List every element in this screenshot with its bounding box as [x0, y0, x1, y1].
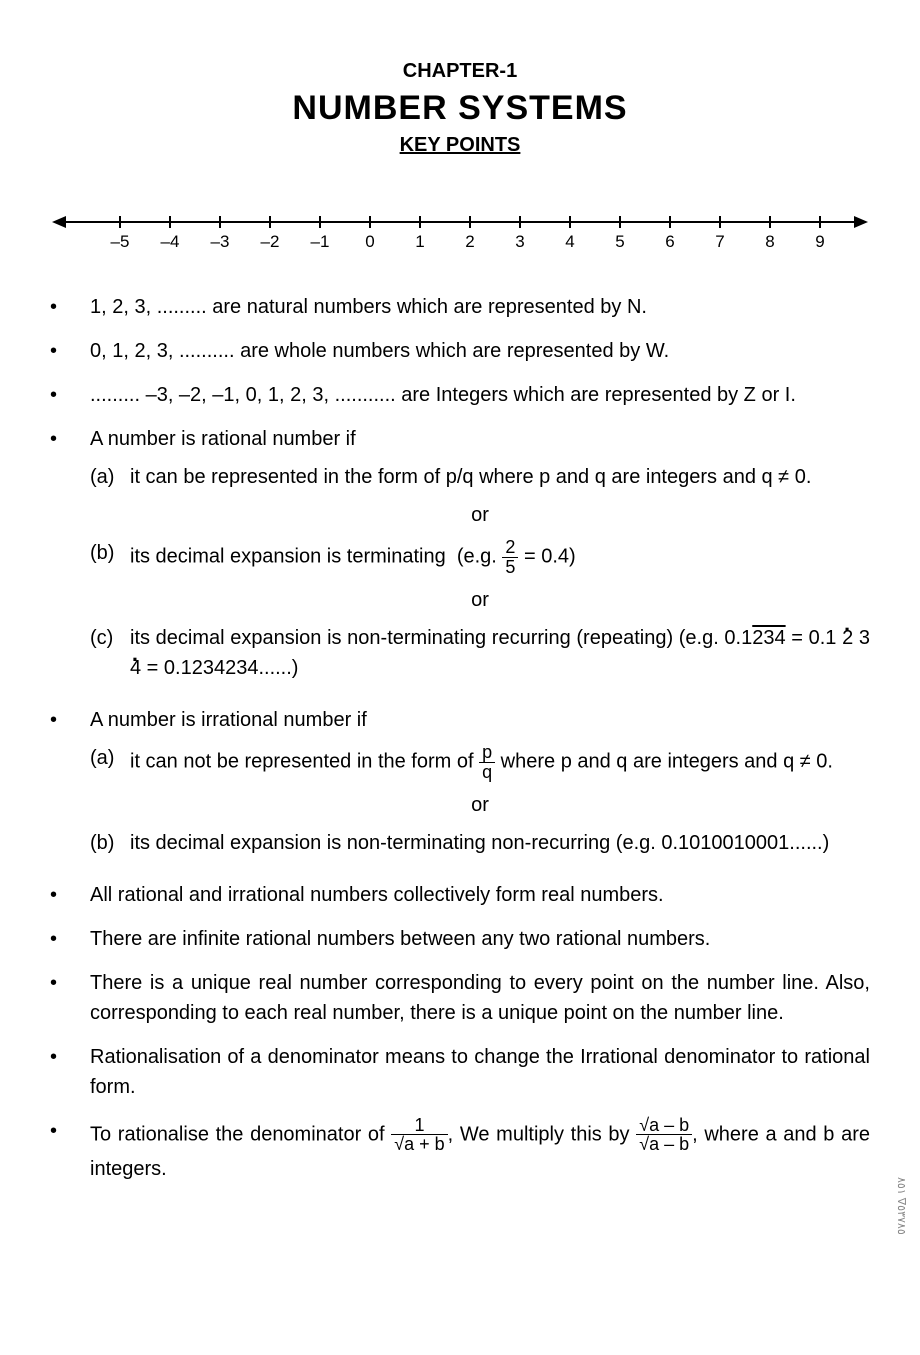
- numerator: 1: [391, 1116, 447, 1136]
- text: its decimal expansion is non-terminating…: [130, 627, 752, 649]
- sub-item: (b) its decimal expansion is terminating…: [90, 538, 870, 577]
- text: , We multiply this by: [448, 1123, 637, 1145]
- svg-text:2: 2: [465, 232, 474, 251]
- document-header: CHAPTER-1 NUMBER SYSTEMS KEY POINTS: [50, 60, 870, 157]
- sub-list: (c) its decimal expansion is non-termina…: [90, 623, 870, 683]
- list-item: All rational and irrational numbers coll…: [50, 880, 870, 910]
- svg-text:1: 1: [415, 232, 424, 251]
- side-watermark: ۸٥٣٧∇ ٥١۸٥: [895, 1177, 908, 1235]
- sub-list: (a) it can be represented in the form of…: [90, 462, 870, 492]
- text: = 0.1234234......): [141, 657, 298, 679]
- text: A number is irrational number if: [90, 709, 367, 731]
- list-item: ......... –3, –2, –1, 0, 1, 2, 3, ......…: [50, 380, 870, 410]
- denominator: q: [479, 763, 495, 782]
- text: = 0.4): [518, 546, 575, 568]
- text: = 0.1: [786, 627, 842, 649]
- text: it can not be represented in the form of: [130, 750, 479, 772]
- list-item: 1, 2, 3, ......... are natural numbers w…: [50, 292, 870, 322]
- number-line-diagram: –5 –4 –3 –2 –1 0 1 2 3 4 5 6 7 8 9: [50, 207, 870, 257]
- or-separator: or: [90, 585, 870, 615]
- bullet-text: A number is rational number if (a) it ca…: [90, 424, 870, 691]
- or-separator: or: [90, 790, 870, 820]
- sub-list: (a) it can not be represented in the for…: [90, 743, 870, 782]
- numerator: p: [479, 743, 495, 763]
- svg-text:0: 0: [365, 232, 374, 251]
- list-item: There are infinite rational numbers betw…: [50, 924, 870, 954]
- chapter-title: NUMBER SYSTEMS: [50, 89, 870, 128]
- dot-digit: 4: [130, 657, 141, 679]
- chapter-label: CHAPTER-1: [50, 60, 870, 83]
- svg-text:–4: –4: [161, 232, 180, 251]
- list-item: Rationalisation of a denominator means t…: [50, 1042, 870, 1102]
- svg-text:9: 9: [815, 232, 824, 251]
- svg-text:7: 7: [715, 232, 724, 251]
- text: its decimal expansion is terminating: [130, 546, 446, 568]
- list-item: A number is irrational number if (a) it …: [50, 705, 870, 866]
- svg-text:–5: –5: [111, 232, 130, 251]
- sub-marker: (a): [90, 462, 130, 492]
- bullet-text: Rationalisation of a denominator means t…: [90, 1042, 870, 1102]
- sub-text: its decimal expansion is non-terminating…: [130, 828, 870, 858]
- sub-item: (b) its decimal expansion is non-termina…: [90, 828, 870, 858]
- fraction: 1√a + b: [391, 1116, 447, 1155]
- fraction: 25: [502, 538, 518, 577]
- denominator: √a + b: [391, 1135, 447, 1154]
- bullet-text: All rational and irrational numbers coll…: [90, 880, 870, 910]
- svg-text:–2: –2: [261, 232, 280, 251]
- sub-text: its decimal expansion is terminating (e.…: [130, 538, 870, 577]
- sub-marker: (a): [90, 743, 130, 782]
- svg-text:4: 4: [565, 232, 574, 251]
- bullet-text: 1, 2, 3, ......... are natural numbers w…: [90, 292, 870, 322]
- sub-text: it can be represented in the form of p/q…: [130, 462, 870, 492]
- svg-text:8: 8: [765, 232, 774, 251]
- sub-list: (b) its decimal expansion is non-termina…: [90, 828, 870, 858]
- svg-text:6: 6: [665, 232, 674, 251]
- bullet-text: There are infinite rational numbers betw…: [90, 924, 870, 954]
- denominator: √a – b: [636, 1135, 692, 1154]
- text: A number is rational number if: [90, 428, 356, 450]
- sub-item: (c) its decimal expansion is non-termina…: [90, 623, 870, 683]
- denominator: 5: [502, 558, 518, 577]
- list-item: A number is rational number if (a) it ca…: [50, 424, 870, 691]
- text: 3: [853, 627, 870, 649]
- numerator: 2: [502, 538, 518, 558]
- list-item: To rationalise the denominator of 1√a + …: [50, 1116, 870, 1185]
- fraction: √a – b√a – b: [636, 1116, 692, 1155]
- bullet-text: To rationalise the denominator of 1√a + …: [90, 1116, 870, 1185]
- svg-text:–3: –3: [211, 232, 230, 251]
- bullet-text: 0, 1, 2, 3, .......... are whole numbers…: [90, 336, 870, 366]
- sub-item: (a) it can be represented in the form of…: [90, 462, 870, 492]
- key-points-list: 1, 2, 3, ......... are natural numbers w…: [50, 292, 870, 1184]
- fraction: pq: [479, 743, 495, 782]
- key-points-label: KEY POINTS: [50, 134, 870, 157]
- svg-text:5: 5: [615, 232, 624, 251]
- text: To rationalise the denominator of: [90, 1123, 391, 1145]
- sub-marker: (c): [90, 623, 130, 683]
- svg-text:3: 3: [515, 232, 524, 251]
- svg-text:–1: –1: [311, 232, 330, 251]
- dot-digit: 2: [842, 627, 853, 649]
- bullet-text: A number is irrational number if (a) it …: [90, 705, 870, 866]
- text: where p and q are integers and q ≠ 0.: [501, 750, 833, 772]
- bullet-text: ......... –3, –2, –1, 0, 1, 2, 3, ......…: [90, 380, 870, 410]
- sub-text: its decimal expansion is non-terminating…: [130, 623, 870, 683]
- overline-text: 234: [752, 627, 785, 649]
- sub-list: (b) its decimal expansion is terminating…: [90, 538, 870, 577]
- list-item: 0, 1, 2, 3, .......... are whole numbers…: [50, 336, 870, 366]
- or-separator: or: [90, 500, 870, 530]
- sub-text: it can not be represented in the form of…: [130, 743, 870, 782]
- numerator: √a – b: [636, 1116, 692, 1136]
- bullet-text: There is a unique real number correspond…: [90, 968, 870, 1028]
- sub-marker: (b): [90, 828, 130, 858]
- sub-item: (a) it can not be represented in the for…: [90, 743, 870, 782]
- text: (e.g.: [457, 546, 503, 568]
- sub-marker: (b): [90, 538, 130, 577]
- list-item: There is a unique real number correspond…: [50, 968, 870, 1028]
